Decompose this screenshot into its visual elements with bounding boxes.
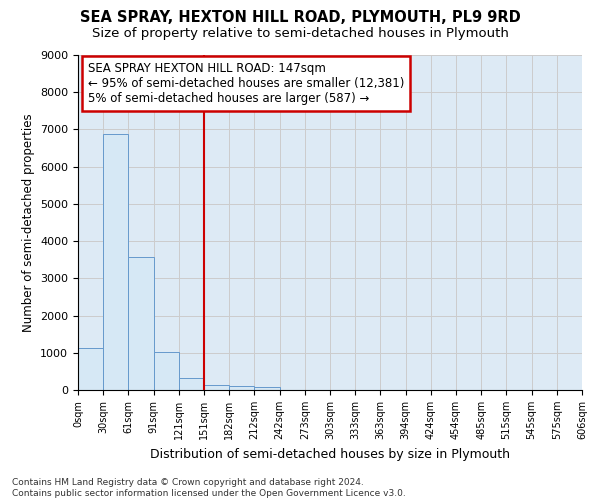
- Y-axis label: Number of semi-detached properties: Number of semi-detached properties: [22, 113, 35, 332]
- Bar: [128, 258, 154, 390]
- Bar: [154, 352, 179, 390]
- Bar: [78, 348, 103, 390]
- Bar: [204, 384, 229, 390]
- Bar: [179, 378, 204, 390]
- Text: Contains HM Land Registry data © Crown copyright and database right 2024.
Contai: Contains HM Land Registry data © Crown c…: [12, 478, 406, 498]
- Bar: [103, 134, 128, 390]
- Bar: [229, 386, 254, 390]
- X-axis label: Distribution of semi-detached houses by size in Plymouth: Distribution of semi-detached houses by …: [150, 448, 510, 460]
- Text: SEA SPRAY, HEXTON HILL ROAD, PLYMOUTH, PL9 9RD: SEA SPRAY, HEXTON HILL ROAD, PLYMOUTH, P…: [80, 10, 520, 25]
- Text: Size of property relative to semi-detached houses in Plymouth: Size of property relative to semi-detach…: [92, 28, 508, 40]
- Text: SEA SPRAY HEXTON HILL ROAD: 147sqm
← 95% of semi-detached houses are smaller (12: SEA SPRAY HEXTON HILL ROAD: 147sqm ← 95%…: [88, 62, 404, 104]
- Bar: [254, 387, 280, 390]
